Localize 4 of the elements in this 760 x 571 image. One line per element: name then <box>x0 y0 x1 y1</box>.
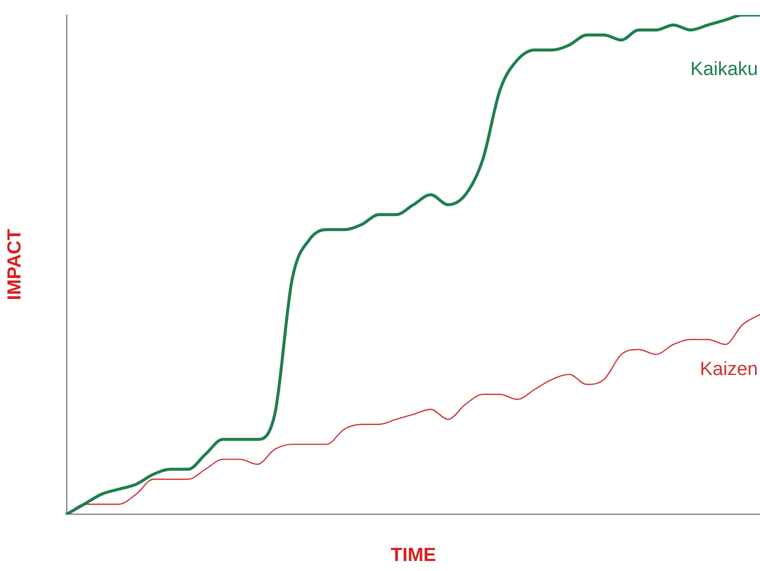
series-label: Kaizen <box>700 358 758 380</box>
series-label: Kaikaku <box>690 59 758 80</box>
x-axis-title: TIME <box>390 544 436 566</box>
y-axis-title: IMPACT <box>4 228 26 300</box>
